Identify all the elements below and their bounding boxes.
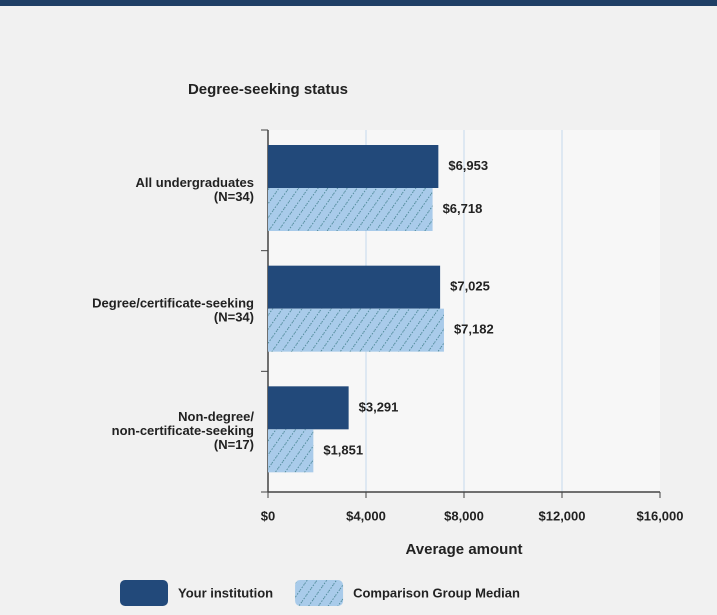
legend-label: Your institution — [178, 585, 273, 600]
bar — [268, 386, 349, 430]
value-label: $6,718 — [443, 201, 483, 216]
y-tick-label: All undergraduates — [136, 175, 254, 190]
value-label: $7,182 — [454, 322, 494, 337]
x-tick-label: $0 — [261, 508, 275, 523]
x-tick-label: $4,000 — [346, 508, 386, 523]
legend-label: Comparison Group Median — [353, 585, 520, 600]
chart-title: Degree-seeking status — [188, 81, 348, 98]
x-tick-label: $8,000 — [444, 508, 484, 523]
y-tick-label: (N=17) — [214, 437, 254, 452]
top-band — [0, 0, 717, 6]
value-label: $1,851 — [323, 442, 363, 457]
y-tick-label: (N=34) — [214, 189, 254, 204]
x-tick-label: $12,000 — [539, 508, 586, 523]
value-label: $7,025 — [450, 279, 490, 294]
x-tick-label: $16,000 — [637, 508, 684, 523]
x-axis-label: Average amount — [406, 541, 523, 558]
y-tick-label: Non-degree/ — [178, 409, 254, 424]
bar — [268, 429, 314, 473]
value-label: $3,291 — [359, 399, 399, 414]
bar — [268, 265, 441, 309]
bar — [268, 188, 433, 231]
value-label: $6,953 — [448, 158, 488, 173]
bar — [268, 145, 439, 188]
y-tick-label: Degree/certificate-seeking — [92, 295, 254, 310]
y-tick-label: non-certificate-seeking — [112, 423, 254, 438]
legend-swatch — [120, 580, 168, 606]
legend-swatch — [295, 580, 344, 606]
bar — [268, 308, 444, 352]
y-tick-label: (N=34) — [214, 309, 254, 324]
